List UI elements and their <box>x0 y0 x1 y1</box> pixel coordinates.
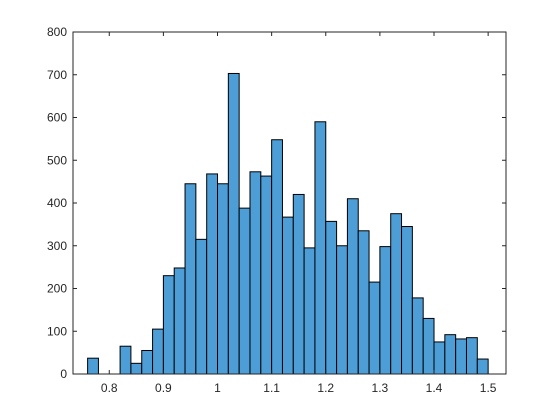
histogram-bar <box>152 328 164 375</box>
y-tick-label: 400 <box>47 196 67 210</box>
x-tick-label: 1 <box>214 381 221 395</box>
histogram-bar <box>411 297 424 375</box>
histogram-bar <box>368 281 381 375</box>
y-tick-label: 700 <box>47 68 67 82</box>
histogram-bar <box>87 357 99 375</box>
histogram-bar <box>271 139 283 375</box>
histogram-bar <box>173 267 186 375</box>
x-tick-label: 1.3 <box>372 381 389 395</box>
histogram-bar <box>249 171 262 375</box>
histogram-bar <box>184 183 197 375</box>
x-tick-label: 1.4 <box>426 381 443 395</box>
histogram-bar <box>444 334 457 375</box>
histogram-bar <box>476 358 489 375</box>
y-tick-label: 800 <box>47 25 67 39</box>
histogram-bar <box>346 198 359 375</box>
y-tick-label: 300 <box>47 239 67 253</box>
histogram-bar <box>292 193 305 375</box>
histogram-bar <box>206 173 219 375</box>
histogram-bar <box>422 317 435 375</box>
bars-group <box>87 72 489 375</box>
y-tick-label: 200 <box>47 282 67 296</box>
histogram-bar <box>314 121 327 375</box>
histogram-bar <box>465 337 478 375</box>
histogram-bar <box>195 238 208 375</box>
x-axis: 0.8 0.9 1 1.1 1.2 1.3 1.4 1.5 <box>101 32 497 395</box>
y-tick-label: 0 <box>60 367 67 381</box>
x-tick-label: 1.1 <box>263 381 280 395</box>
histogram-bar <box>217 183 229 375</box>
histogram-bar <box>130 362 143 375</box>
histogram-bar <box>455 338 467 375</box>
histogram-bar <box>379 246 392 375</box>
histogram-bar <box>119 345 132 375</box>
histogram-bar <box>141 349 154 375</box>
histogram-bar <box>238 207 251 375</box>
histogram-bar <box>260 175 273 375</box>
histogram-bar <box>357 230 370 375</box>
histogram-bar <box>390 213 403 375</box>
y-tick-label: 100 <box>47 324 67 338</box>
histogram-bar <box>401 226 413 375</box>
histogram-bar <box>336 245 348 375</box>
histogram-bar <box>433 341 446 375</box>
x-tick-label: 0.9 <box>155 381 172 395</box>
y-tick-label: 500 <box>47 153 67 167</box>
y-tick-label: 600 <box>47 111 67 125</box>
x-tick-label: 1.2 <box>317 381 334 395</box>
histogram-bar <box>281 216 294 375</box>
y-axis: 0 100 200 300 400 500 600 700 800 <box>47 25 506 381</box>
x-tick-label: 1.5 <box>480 381 497 395</box>
histogram-bar <box>227 72 240 375</box>
x-tick-label: 0.8 <box>101 381 118 395</box>
histogram-bar <box>303 247 316 375</box>
histogram-bar <box>325 220 338 375</box>
histogram-bar <box>162 275 175 375</box>
